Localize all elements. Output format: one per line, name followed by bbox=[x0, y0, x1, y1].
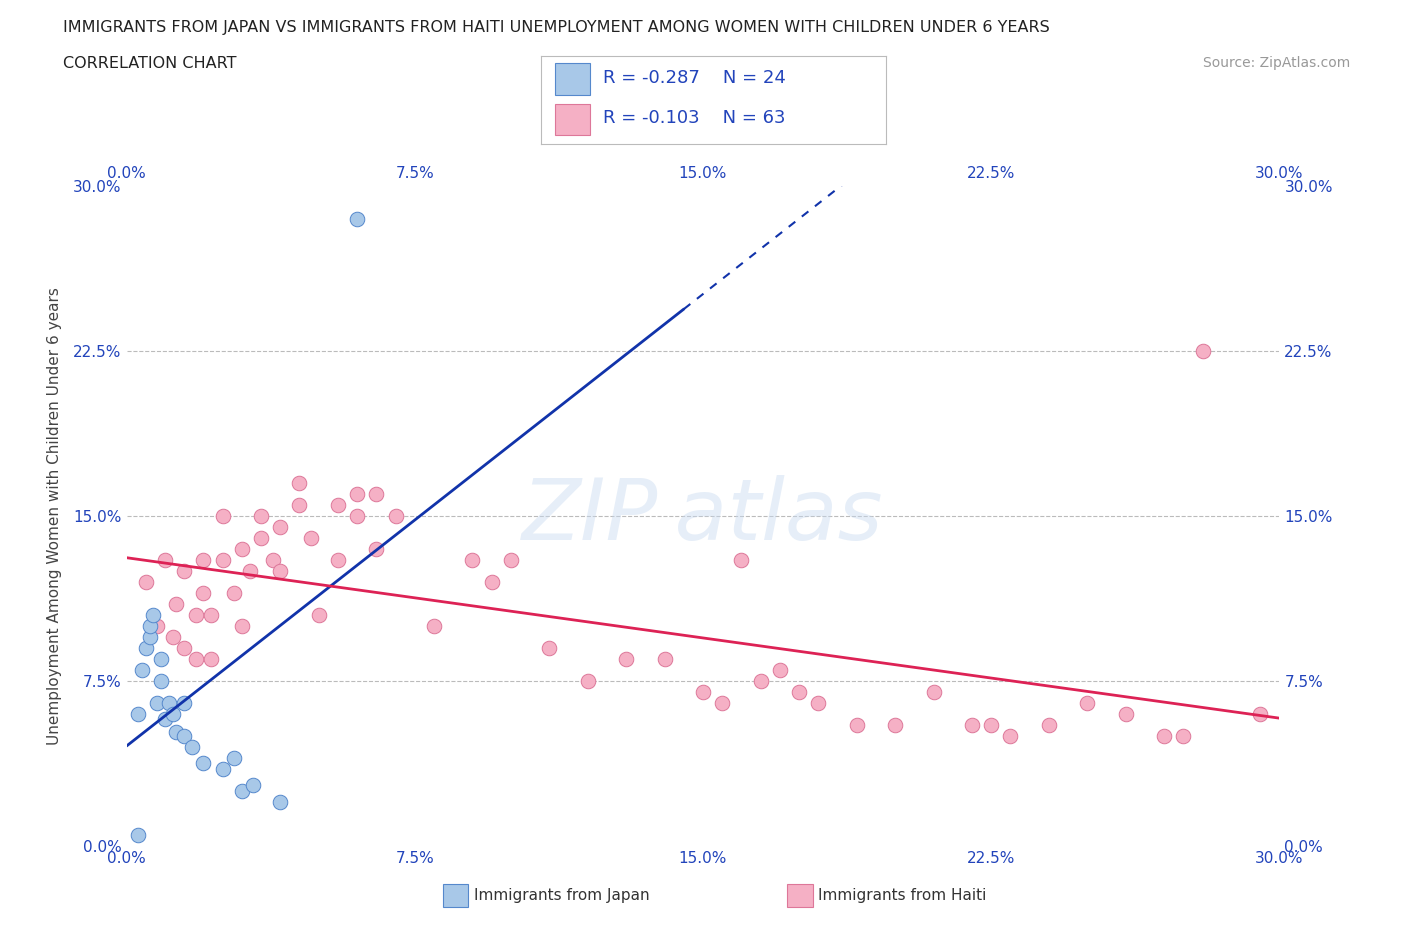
Point bbox=[262, 552, 284, 567]
Point bbox=[346, 509, 368, 524]
Point bbox=[153, 552, 176, 567]
Point bbox=[384, 509, 406, 524]
Point bbox=[269, 795, 291, 810]
Point bbox=[288, 476, 311, 491]
Point bbox=[730, 552, 752, 567]
Point bbox=[231, 784, 253, 799]
Text: R = -0.103    N = 63: R = -0.103 N = 63 bbox=[603, 109, 786, 127]
Point bbox=[787, 684, 810, 699]
Point bbox=[326, 498, 349, 512]
Point bbox=[157, 696, 180, 711]
Point bbox=[1076, 696, 1098, 711]
Point bbox=[884, 718, 907, 733]
Point bbox=[269, 520, 291, 535]
Point bbox=[173, 729, 195, 744]
Point bbox=[150, 674, 173, 689]
Point bbox=[499, 552, 522, 567]
Point bbox=[231, 541, 253, 556]
Point bbox=[184, 608, 207, 623]
Point bbox=[173, 696, 195, 711]
Point bbox=[193, 552, 215, 567]
Point bbox=[711, 696, 734, 711]
Point bbox=[166, 597, 188, 612]
Point bbox=[769, 663, 792, 678]
Text: Source: ZipAtlas.com: Source: ZipAtlas.com bbox=[1202, 56, 1350, 70]
Point bbox=[366, 486, 388, 501]
Point bbox=[807, 696, 830, 711]
Point bbox=[135, 641, 157, 656]
Point bbox=[211, 762, 233, 777]
Point bbox=[1153, 729, 1175, 744]
Point bbox=[614, 652, 637, 667]
Point bbox=[180, 740, 202, 755]
Point bbox=[135, 575, 157, 590]
Bar bbox=[555, 63, 589, 95]
Point bbox=[166, 724, 188, 739]
Point bbox=[481, 575, 503, 590]
Point bbox=[211, 509, 233, 524]
Point bbox=[238, 564, 260, 578]
Point bbox=[193, 755, 215, 770]
Point bbox=[366, 541, 388, 556]
Point bbox=[224, 751, 246, 765]
Point bbox=[200, 608, 222, 623]
Point bbox=[980, 718, 1002, 733]
Point bbox=[576, 674, 599, 689]
Point bbox=[960, 718, 983, 733]
Point bbox=[845, 718, 868, 733]
Point bbox=[538, 641, 561, 656]
Point bbox=[224, 586, 246, 601]
Text: Immigrants from Haiti: Immigrants from Haiti bbox=[818, 888, 987, 903]
Point bbox=[346, 212, 368, 227]
Point bbox=[1191, 344, 1213, 359]
Point bbox=[193, 586, 215, 601]
Point bbox=[138, 618, 160, 633]
Point bbox=[150, 652, 173, 667]
Point bbox=[250, 531, 273, 546]
Point bbox=[749, 674, 772, 689]
Point bbox=[423, 618, 446, 633]
Point bbox=[162, 630, 184, 644]
Point bbox=[299, 531, 322, 546]
Point bbox=[1249, 707, 1271, 722]
Point bbox=[231, 618, 253, 633]
Text: CORRELATION CHART: CORRELATION CHART bbox=[63, 56, 236, 71]
Point bbox=[138, 630, 160, 644]
Point bbox=[153, 711, 176, 726]
Text: R = -0.287    N = 24: R = -0.287 N = 24 bbox=[603, 70, 786, 87]
Point bbox=[127, 828, 149, 843]
Y-axis label: Unemployment Among Women with Children Under 6 years: Unemployment Among Women with Children U… bbox=[46, 287, 62, 745]
Point bbox=[173, 564, 195, 578]
Point bbox=[250, 509, 273, 524]
Point bbox=[127, 707, 149, 722]
Point bbox=[326, 552, 349, 567]
Point bbox=[1000, 729, 1022, 744]
Text: Immigrants from Japan: Immigrants from Japan bbox=[474, 888, 650, 903]
Point bbox=[692, 684, 714, 699]
Point bbox=[346, 486, 368, 501]
Point bbox=[200, 652, 222, 667]
Point bbox=[1038, 718, 1060, 733]
Point bbox=[654, 652, 676, 667]
Point bbox=[1173, 729, 1195, 744]
Point bbox=[142, 608, 165, 623]
Point bbox=[162, 707, 184, 722]
Point bbox=[269, 564, 291, 578]
Point bbox=[461, 552, 484, 567]
Point bbox=[1115, 707, 1137, 722]
Point bbox=[211, 552, 233, 567]
Point bbox=[922, 684, 945, 699]
Point bbox=[308, 608, 330, 623]
Point bbox=[146, 696, 169, 711]
Point bbox=[184, 652, 207, 667]
Text: IMMIGRANTS FROM JAPAN VS IMMIGRANTS FROM HAITI UNEMPLOYMENT AMONG WOMEN WITH CHI: IMMIGRANTS FROM JAPAN VS IMMIGRANTS FROM… bbox=[63, 20, 1050, 35]
Point bbox=[242, 777, 264, 792]
Bar bbox=[555, 103, 589, 136]
Point bbox=[288, 498, 311, 512]
Point bbox=[146, 618, 169, 633]
Point bbox=[131, 663, 153, 678]
Point bbox=[173, 641, 195, 656]
Text: ZIP atlas: ZIP atlas bbox=[522, 474, 884, 558]
